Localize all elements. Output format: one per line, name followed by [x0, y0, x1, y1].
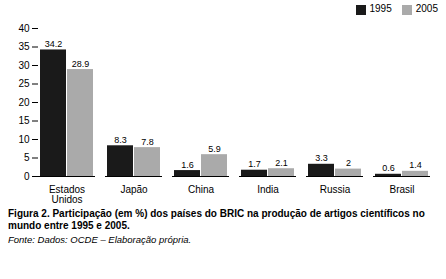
svg-text:EstadosUnidos: EstadosUnidos [49, 184, 85, 205]
svg-text:15: 15 [18, 115, 30, 126]
svg-text:28.9: 28.9 [72, 59, 90, 69]
svg-text:7.8: 7.8 [141, 137, 154, 147]
svg-text:35: 35 [18, 41, 30, 52]
html-text:1995: 1995 [369, 3, 392, 15]
svg-text:34.2: 34.2 [45, 39, 63, 49]
svg-text:5.9: 5.9 [208, 144, 221, 154]
html-text:2005: 2005 [415, 3, 438, 15]
html-text:Figura 2. Participação (em %): Figura 2. Participação (em %) dos países… [8, 208, 425, 231]
svg-text:1.4: 1.4 [409, 160, 422, 170]
svg-text:5: 5 [24, 152, 30, 163]
svg-text:India: India [257, 184, 279, 195]
svg-text:3.3: 3.3 [315, 153, 328, 163]
svg-text:0: 0 [24, 171, 30, 182]
svg-text:8.3: 8.3 [114, 135, 127, 145]
svg-text:Brasil: Brasil [389, 184, 414, 195]
svg-text:40: 40 [18, 23, 30, 34]
svg-text:2.1: 2.1 [275, 158, 288, 168]
svg-text:20: 20 [18, 97, 30, 108]
svg-text:2: 2 [346, 158, 351, 168]
svg-text:China: China [188, 184, 215, 195]
svg-text:1.7: 1.7 [248, 159, 261, 169]
html-text:Fonte: Dados: OCDE – Elaboraçã: Fonte: Dados: OCDE – Elaboração própria. [8, 234, 192, 245]
svg-text:1.6: 1.6 [181, 160, 194, 170]
svg-text:0.6: 0.6 [382, 163, 395, 173]
svg-text:Russia: Russia [320, 184, 351, 195]
svg-text:25: 25 [18, 78, 30, 89]
svg-text:10: 10 [18, 134, 30, 145]
svg-text:Japão: Japão [120, 184, 148, 195]
svg-text:30: 30 [18, 60, 30, 71]
